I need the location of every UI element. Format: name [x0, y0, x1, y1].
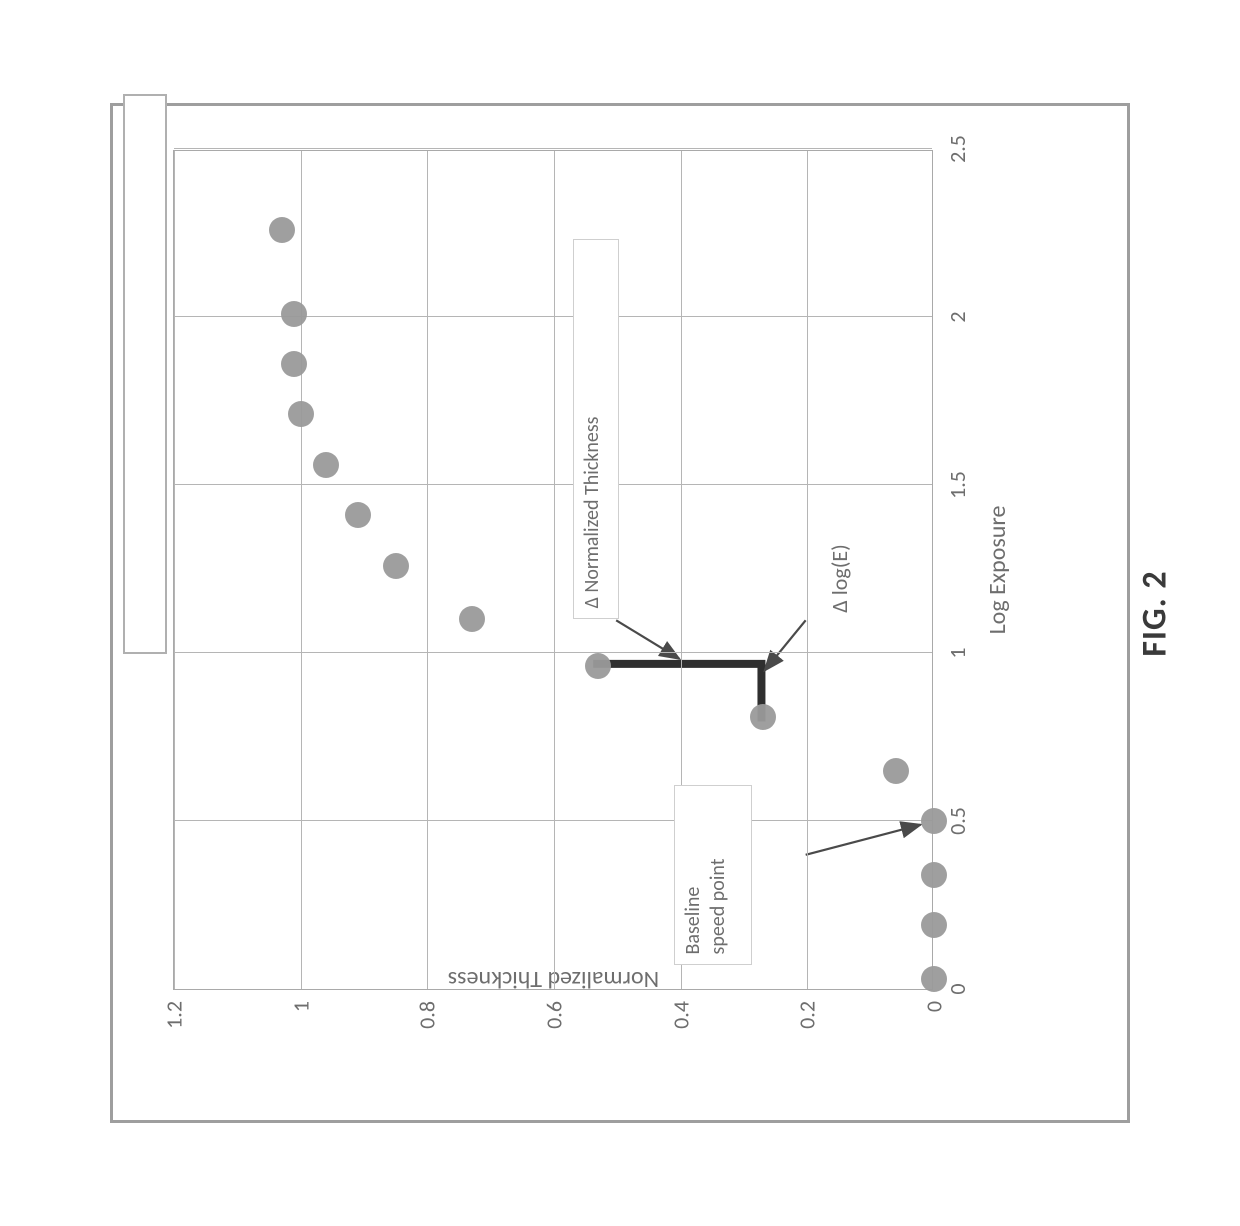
- y-tick-label: 0.4: [667, 989, 694, 1029]
- gridline-vertical: [174, 484, 932, 485]
- y-tick-label: 1: [287, 989, 314, 1012]
- gridline-horizontal: [174, 151, 175, 989]
- annotation-overlay: [174, 151, 932, 989]
- data-point: [383, 553, 409, 579]
- gridline-horizontal: [301, 151, 302, 989]
- data-point: [459, 606, 485, 632]
- data-point: [585, 653, 611, 679]
- annotation-delta-normalized-thickness: Δ Normalized Thickness: [573, 239, 619, 619]
- data-point: [345, 502, 371, 528]
- plot-area: 00.511.522.500.20.40.60.811.2Baselinespe…: [173, 150, 933, 990]
- x-tick-label: 1.5: [932, 471, 971, 499]
- gridline-vertical: [174, 652, 932, 653]
- data-point: [288, 401, 314, 427]
- x-tick-label: 2.5: [932, 135, 971, 163]
- annotation-delta-log-e: Δ log(E): [826, 544, 853, 612]
- chart-frame: Normalized Thickness Log Exposure 00.511…: [110, 103, 1130, 1123]
- rotated-figure-wrapper: Normalized Thickness Log Exposure 00.511…: [70, 63, 1170, 1163]
- gridline-horizontal: [807, 151, 808, 989]
- figure-caption: FIG. 2: [1135, 570, 1176, 656]
- data-point: [921, 808, 947, 834]
- gridline-vertical: [174, 148, 932, 149]
- legend-box: [123, 94, 167, 654]
- data-point: [313, 452, 339, 478]
- x-tick-label: 1: [932, 647, 971, 658]
- page: Normalized Thickness Log Exposure 00.511…: [0, 0, 1240, 1226]
- gridline-vertical: [174, 820, 932, 821]
- figure-caption-container: FIG. 2: [1070, 0, 1240, 1226]
- gridline-horizontal: [554, 151, 555, 989]
- y-tick-label: 0.8: [414, 989, 441, 1029]
- y-tick-label: 0: [921, 989, 948, 1012]
- data-point: [281, 351, 307, 377]
- gridline-horizontal: [427, 151, 428, 989]
- x-axis-title: Log Exposure: [983, 150, 1012, 990]
- data-point: [921, 912, 947, 938]
- data-point: [281, 301, 307, 327]
- x-tick-label: 2: [932, 311, 971, 322]
- data-point: [883, 758, 909, 784]
- data-point: [269, 217, 295, 243]
- data-point: [921, 862, 947, 888]
- y-tick-label: 0.6: [541, 989, 568, 1029]
- annotation-baseline-speed-point: Baselinespeed point: [674, 785, 752, 965]
- data-point: [750, 704, 776, 730]
- data-point: [921, 966, 947, 992]
- y-tick-label: 0.2: [794, 989, 821, 1029]
- y-tick-label: 1.2: [161, 989, 188, 1029]
- figure-outer-frame: Normalized Thickness Log Exposure 00.511…: [70, 63, 1170, 1163]
